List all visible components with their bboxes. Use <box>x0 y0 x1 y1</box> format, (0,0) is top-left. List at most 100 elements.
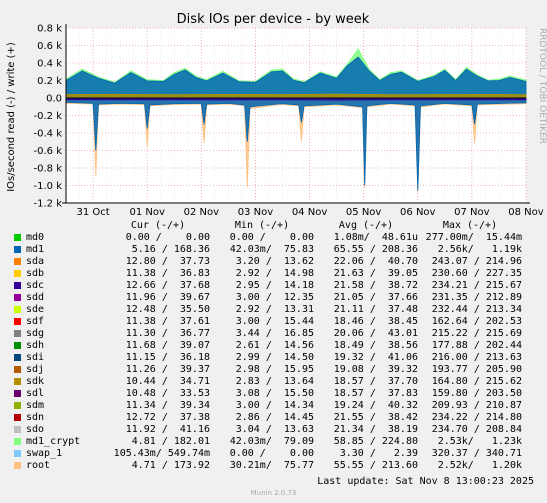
x-tick-label: 02 Nov <box>184 207 220 218</box>
legend: Cur (-/+) Min (-/+) Avg (-/+) Max (-/+) … <box>14 220 536 472</box>
y-tick-label: -0.8 k <box>34 164 63 175</box>
legend-avg: 18.46 / 38.45 <box>333 316 418 327</box>
legend-max: 234.70 / 208.84 <box>431 424 522 435</box>
legend-avg: 3.30 / 2.39 <box>339 448 418 459</box>
legend-min: 2.61 / 14.56 <box>235 340 314 351</box>
legend-avg: 22.06 / 40.70 <box>333 256 418 267</box>
legend-row: swap_1 105.43m/ 549.74m 0.00 / 0.00 3.30 / … <box>14 448 536 460</box>
legend-row: md1_crypt 4.81 / 182.01 42.03m/ 79.09 58.85… <box>14 436 536 448</box>
max-header: Max (-/+) <box>442 220 498 231</box>
write-series-md1 <box>65 56 527 99</box>
legend-min: 2.86 / 14.45 <box>235 412 314 423</box>
y-tick-label: 0.8 k <box>37 24 62 35</box>
legend-name: sdi <box>26 352 45 363</box>
legend-max: 234.21 / 215.67 <box>431 280 522 291</box>
legend-min: 3.44 / 16.85 <box>235 328 314 339</box>
legend-cur: 11.96 / 39.67 <box>125 292 210 303</box>
legend-cur: 4.71 / 173.92 <box>131 460 210 471</box>
read-series-md1 <box>65 97 527 191</box>
legend-max: 230.60 / 227.35 <box>431 268 522 279</box>
legend-min: 2.83 / 13.64 <box>235 376 314 387</box>
legend-swatch <box>14 426 21 433</box>
legend-cur: 105.43m/ 549.74m <box>113 448 210 459</box>
legend-swatch <box>14 462 21 469</box>
legend-swatch <box>14 258 21 265</box>
legend-avg: 19.24 / 40.32 <box>333 400 418 411</box>
rrdtool-credit: RRDTOOL / TOBI OETIKER <box>537 28 547 144</box>
legend-cur: 11.34 / 39.34 <box>125 400 210 411</box>
y-tick-label: -1.0 k <box>34 181 63 192</box>
legend-name: md1 <box>26 244 45 255</box>
legend-name: sdj <box>26 364 45 375</box>
legend-row: sdn 12.72 / 37.38 2.86 / 14.45 21.55 / 38.4… <box>14 412 536 424</box>
legend-avg: 21.58 / 38.72 <box>333 280 418 291</box>
legend-name: sda <box>26 256 45 267</box>
legend-avg: 21.63 / 39.05 <box>333 268 418 279</box>
legend-max: 193.77 / 205.90 <box>431 364 522 375</box>
legend-row: sdo 11.92 / 41.16 3.04 / 13.63 21.34 / 38.1… <box>14 424 536 436</box>
legend-min: 2.92 / 14.98 <box>235 268 314 279</box>
legend-max: 159.80 / 203.50 <box>431 388 522 399</box>
legend-min: 3.08 / 15.50 <box>235 388 314 399</box>
legend-min: 0.00 / 0.00 <box>229 448 314 459</box>
legend-swatch <box>14 366 21 373</box>
legend-max: 277.00m/ 15.44m <box>425 232 522 243</box>
legend-cur: 11.30 / 36.77 <box>125 328 210 339</box>
min-header: Min (-/+) <box>234 220 290 231</box>
chart-title: Disk IOs per device - by week <box>177 12 370 27</box>
legend-avg: 58.85 / 224.80 <box>333 436 418 447</box>
legend-avg: 55.55 / 213.60 <box>333 460 418 471</box>
legend-max: 162.64 / 202.53 <box>431 316 522 327</box>
legend-cur: 12.72 / 37.38 <box>125 412 210 423</box>
legend-swatch <box>14 402 21 409</box>
y-tick-label: 0.0 <box>46 94 62 105</box>
legend-cur: 11.38 / 37.61 <box>125 316 210 327</box>
legend-min: 2.99 / 14.50 <box>235 352 314 363</box>
legend-name: swap_1 <box>26 448 63 459</box>
legend-max: 320.37 / 340.71 <box>431 448 522 459</box>
legend-row: sdk 10.44 / 34.71 2.83 / 13.64 18.57 / 37.7… <box>14 376 536 388</box>
legend-avg: 19.32 / 41.06 <box>333 352 418 363</box>
legend-header: Cur (-/+) Min (-/+) Avg (-/+) Max (-/+) <box>14 220 536 232</box>
legend-row: sdl 10.48 / 33.53 3.08 / 15.50 18.57 / 37.8… <box>14 388 536 400</box>
disk-io-chart: Disk IOs per device - by week RRDTOOL / … <box>6 12 547 218</box>
legend-min: 0.00 / 0.00 <box>229 232 314 243</box>
legend-swatch <box>14 234 21 241</box>
legend-avg: 18.49 / 38.56 <box>333 340 418 351</box>
x-tick-label: 31 Oct <box>76 207 109 218</box>
legend-cur: 11.15 / 36.18 <box>125 352 210 363</box>
legend-max: 216.00 / 213.63 <box>431 352 522 363</box>
legend-cur: 11.38 / 36.83 <box>125 268 210 279</box>
y-tick-label: -0.2 k <box>34 111 63 122</box>
legend-min: 3.00 / 15.44 <box>235 316 314 327</box>
legend-row: sdb 11.38 / 36.83 2.92 / 14.98 21.63 / 39.0… <box>14 268 536 280</box>
legend-min: 2.95 / 14.18 <box>235 280 314 291</box>
legend-swatch <box>14 354 21 361</box>
legend-name: sdm <box>26 400 45 411</box>
legend-cur: 11.92 / 41.16 <box>125 424 210 435</box>
legend-min: 2.98 / 15.95 <box>235 364 314 375</box>
legend-max: 209.93 / 210.87 <box>431 400 522 411</box>
legend-swatch <box>14 282 21 289</box>
y-tick-label: 0.2 k <box>37 76 62 87</box>
y-axis-label: IOs/second read (-) / write (+) <box>6 42 17 192</box>
legend-max: 231.35 / 212.89 <box>431 292 522 303</box>
legend-swatch <box>14 246 21 253</box>
legend-row: sde 12.48 / 35.50 2.92 / 13.31 21.11 / 37.4… <box>14 304 536 316</box>
legend-min: 42.03m/ 79.09 <box>229 436 314 447</box>
legend-avg: 21.11 / 37.48 <box>333 304 418 315</box>
munin-version: Munin 2.0.73 <box>250 489 297 497</box>
legend-cur: 4.81 / 182.01 <box>131 436 210 447</box>
legend-swatch <box>14 390 21 397</box>
legend-cur: 5.16 / 168.36 <box>131 244 210 255</box>
legend-name: md0 <box>26 232 45 243</box>
legend-name: sde <box>26 304 45 315</box>
legend-max: 232.44 / 213.34 <box>431 304 522 315</box>
legend-row: sdh 11.68 / 39.07 2.61 / 14.56 18.49 / 38.5… <box>14 340 536 352</box>
legend-avg: 21.05 / 37.66 <box>333 292 418 303</box>
legend-cur: 0.00 / 0.00 <box>125 232 210 243</box>
legend-swatch <box>14 438 21 445</box>
x-tick-label: 06 Nov <box>400 207 436 218</box>
legend-row: md1 5.16 / 168.36 42.03m/ 75.83 65.55 / 208… <box>14 244 536 256</box>
legend-cur: 12.66 / 37.68 <box>125 280 210 291</box>
